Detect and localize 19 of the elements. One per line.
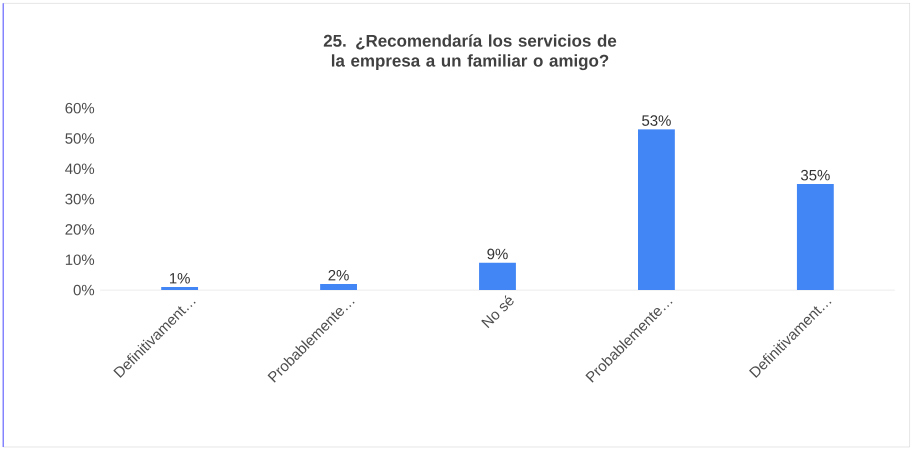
data-label: 35% xyxy=(800,170,830,180)
y-tick-label: 40% xyxy=(65,163,94,174)
data-label: 2% xyxy=(328,270,349,280)
y-tick-label: 0% xyxy=(74,284,94,296)
data-label: 1% xyxy=(170,272,190,284)
bar xyxy=(479,262,516,290)
chart-title: 25. ¿Recomendaría los servicios de la empresa a un familiar o amigo? xyxy=(324,34,616,70)
y-tick-label: 30% xyxy=(65,194,94,204)
y-tick-label: 10% xyxy=(66,254,94,265)
bar xyxy=(320,284,357,290)
data-label: 9% xyxy=(487,248,508,260)
y-tick-label: 20% xyxy=(66,224,94,235)
y-tick-label: 50% xyxy=(65,133,94,144)
y-tick-label: 60% xyxy=(66,102,94,114)
bar xyxy=(161,286,198,290)
bar xyxy=(638,129,675,290)
bar xyxy=(796,184,834,290)
x-tick-label: No sé xyxy=(481,294,514,328)
data-label: 53% xyxy=(642,115,671,126)
